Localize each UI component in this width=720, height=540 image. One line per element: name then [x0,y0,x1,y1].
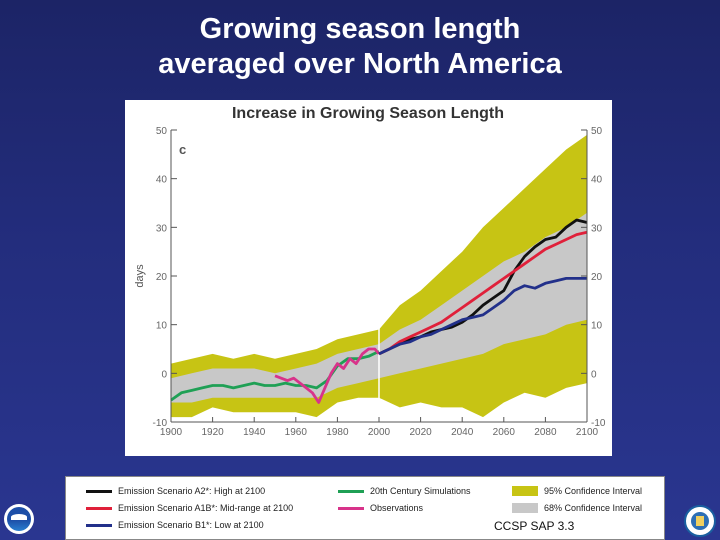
legend-item-a2: Emission Scenario A2*: High at 2100 [86,483,265,499]
y-tick-label-left-30: 30 [156,223,168,234]
x-tick-label-2000: 2000 [368,427,391,438]
legend-swatch-ci95 [512,486,538,496]
y-tick-label-right-0: 0 [591,369,597,380]
legend-item-ci95: 95% Confidence Interval [512,483,642,499]
y-tick-label-right-20: 20 [591,272,603,283]
x-tick-label-2100: 2100 [576,427,599,438]
legend-item-obs: Observations [338,500,423,516]
legend-swatch-ci68 [512,503,538,513]
x-tick-label-2080: 2080 [534,427,557,438]
panel-label: c [179,142,186,157]
y-tick-label-left-10: 10 [156,321,168,332]
legend-label-a1b: Emission Scenario A1B*: Mid-range at 210… [118,503,294,513]
series-line-obs [274,347,381,404]
y-tick-label-left-40: 40 [156,175,168,186]
series-line-b1 [378,276,587,356]
x-tick-label-2040: 2040 [451,427,474,438]
series-line-a1b [378,230,588,356]
legend-item-a1b: Emission Scenario A1B*: Mid-range at 210… [86,500,293,516]
chart-title-bg [165,100,593,124]
y-tick-label-right-50: 50 [591,126,603,137]
chart-panel: Increase in Growing Season Length -10 -10 0… [125,100,612,456]
legend: Emission Scenario A2*: High at 2100 Emis… [65,476,665,540]
legend-swatch-a2 [86,489,112,493]
growing-season-chart: Increase in Growing Season Length -10 -10 0… [134,100,606,438]
legend-label-b1: Emission Scenario B1*: Low at 2100 [118,520,264,530]
doe-seal-mark [696,516,704,526]
y-tick-label-left-0: 0 [161,369,167,380]
x-tick-label-1920: 1920 [201,427,224,438]
legend-label-ci68: 68% Confidence Interval [544,503,643,513]
legend-swatch-sim20c [338,489,364,493]
x-tick-label-1960: 1960 [285,427,308,438]
y-tick-label-right-10: 10 [591,321,603,332]
slide-title-line-2: averaged over North America [158,48,562,80]
x-tick-label-1940: 1940 [243,427,266,438]
legend-swatch-obs [338,506,364,510]
noaa-logo-icon [4,504,34,534]
legend-label-obs: Observations [370,503,424,513]
x-tick-label-1980: 1980 [326,427,349,438]
legend-item-sim20c: 20th Century Simulations [338,483,471,499]
y-tick-label-right--10: -10 [591,418,606,429]
y-tick-label-left-50: 50 [156,126,168,137]
slide-title: Growing season length averaged over Nort… [0,12,720,82]
legend-item-b1: Emission Scenario B1*: Low at 2100 [86,517,264,533]
y-tick-label-left-20: 20 [156,272,168,283]
slide-title-line-1: Growing season length [199,13,521,45]
x-tick-label-1900: 1900 [160,427,183,438]
series-line-sim20c [170,350,380,402]
x-tick-label-2060: 2060 [493,427,516,438]
x-tick-label-2020: 2020 [409,427,432,438]
legend-label-ci95: 95% Confidence Interval [544,486,643,496]
legend-swatch-a1b [86,506,112,510]
noaa-logo-bird [11,514,27,520]
legend-label-a2: Emission Scenario A2*: High at 2100 [118,486,266,496]
source-label: CCSP SAP 3.3 [494,519,575,533]
chart-title: Increase in Growing Season Length [232,105,504,122]
y-tick-label-right-30: 30 [591,223,603,234]
doe-seal-icon [684,505,716,537]
series-line-a2 [378,218,588,356]
y-tick-label-right-40: 40 [591,175,603,186]
legend-label-sim20c: 20th Century Simulations [370,486,471,496]
legend-swatch-b1 [86,523,112,527]
y-axis-label: days [134,264,146,288]
y-tick-label-left--10: -10 [153,418,168,429]
legend-item-ci68: 68% Confidence Interval [512,500,642,516]
